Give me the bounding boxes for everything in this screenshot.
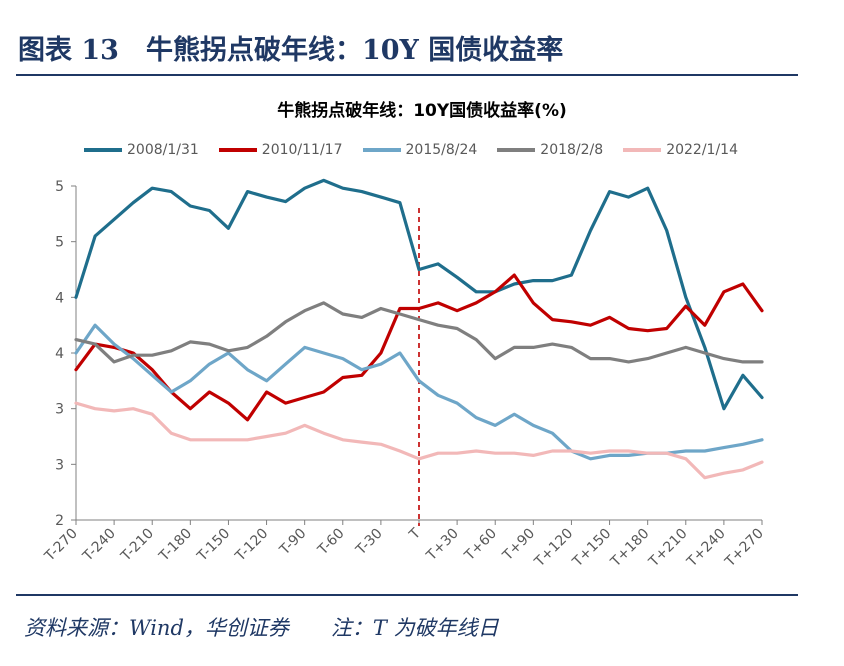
x-tick-label: T+30 bbox=[423, 526, 462, 565]
x-tick-label: T bbox=[406, 525, 424, 543]
x-tick-label: T-120 bbox=[232, 526, 272, 566]
x-tick-label: T-60 bbox=[314, 526, 347, 559]
legend-item-2010: 2010/11/17 bbox=[218, 142, 343, 158]
legend-swatch bbox=[497, 148, 536, 152]
y-tick-label: 4 bbox=[55, 346, 64, 362]
source-note: 资料来源：Wind，华创证券 注：T 为破年线日 bbox=[24, 616, 499, 640]
legend-item-2022: 2022/1/14 bbox=[623, 142, 738, 158]
x-tick-label: T+210 bbox=[645, 526, 690, 571]
y-tick-label: 3 bbox=[55, 457, 64, 473]
legend-item-2008: 2008/1/31 bbox=[84, 142, 199, 158]
y-tick-label: 4 bbox=[55, 290, 64, 306]
figure-title: 图表 13 牛熊拐点破年线：10Y 国债收益率 bbox=[18, 35, 564, 66]
legend-swatch bbox=[218, 148, 257, 152]
legend-label: 2018/2/8 bbox=[540, 142, 604, 158]
x-tick-label: T-240 bbox=[79, 526, 119, 566]
legend-item-2018: 2018/2/8 bbox=[497, 142, 603, 158]
legend-swatch bbox=[623, 148, 662, 152]
top-divider bbox=[16, 74, 798, 76]
legend-label: 2010/11/17 bbox=[261, 142, 343, 158]
chart-legend: 2008/1/31 2010/11/17 2015/8/24 2018/2/8 … bbox=[84, 142, 738, 158]
legend-swatch bbox=[362, 148, 401, 152]
legend-item-2015: 2015/8/24 bbox=[362, 142, 478, 158]
x-tick-label: T-150 bbox=[194, 526, 234, 566]
x-tick-label: T-270 bbox=[41, 526, 81, 566]
x-tick-label: T+240 bbox=[683, 526, 728, 571]
y-tick-label: 5 bbox=[55, 179, 64, 195]
y-tick-label: 5 bbox=[55, 235, 64, 251]
series-line-2010-11-17 bbox=[74, 273, 764, 422]
y-tick-label: 2 bbox=[55, 513, 64, 529]
y-tick-label: 3 bbox=[55, 402, 64, 418]
bottom-divider bbox=[16, 594, 798, 596]
x-tick-label: T-180 bbox=[156, 526, 196, 566]
series-line-2022-1-14 bbox=[74, 401, 764, 480]
x-tick-label: T-30 bbox=[352, 526, 385, 559]
legend-label: 2015/8/24 bbox=[405, 142, 478, 158]
series-line-2018-2-8 bbox=[74, 301, 764, 364]
chart-title: 牛熊拐点破年线：10Y国债收益率(%) bbox=[277, 101, 567, 121]
x-tick-label: T+180 bbox=[607, 526, 652, 571]
x-tick-label: T-210 bbox=[117, 526, 157, 566]
legend-label: 2022/1/14 bbox=[666, 142, 738, 158]
x-tick-label: T-90 bbox=[276, 526, 309, 559]
x-tick-label: T+60 bbox=[461, 526, 500, 565]
series-line-2008-1-31 bbox=[74, 178, 764, 411]
x-tick-label: T+120 bbox=[531, 526, 576, 571]
legend-label: 2008/1/31 bbox=[127, 142, 199, 158]
x-tick-label: T+270 bbox=[722, 526, 767, 571]
legend-swatch bbox=[84, 148, 122, 152]
x-tick-label: T+150 bbox=[569, 526, 614, 571]
